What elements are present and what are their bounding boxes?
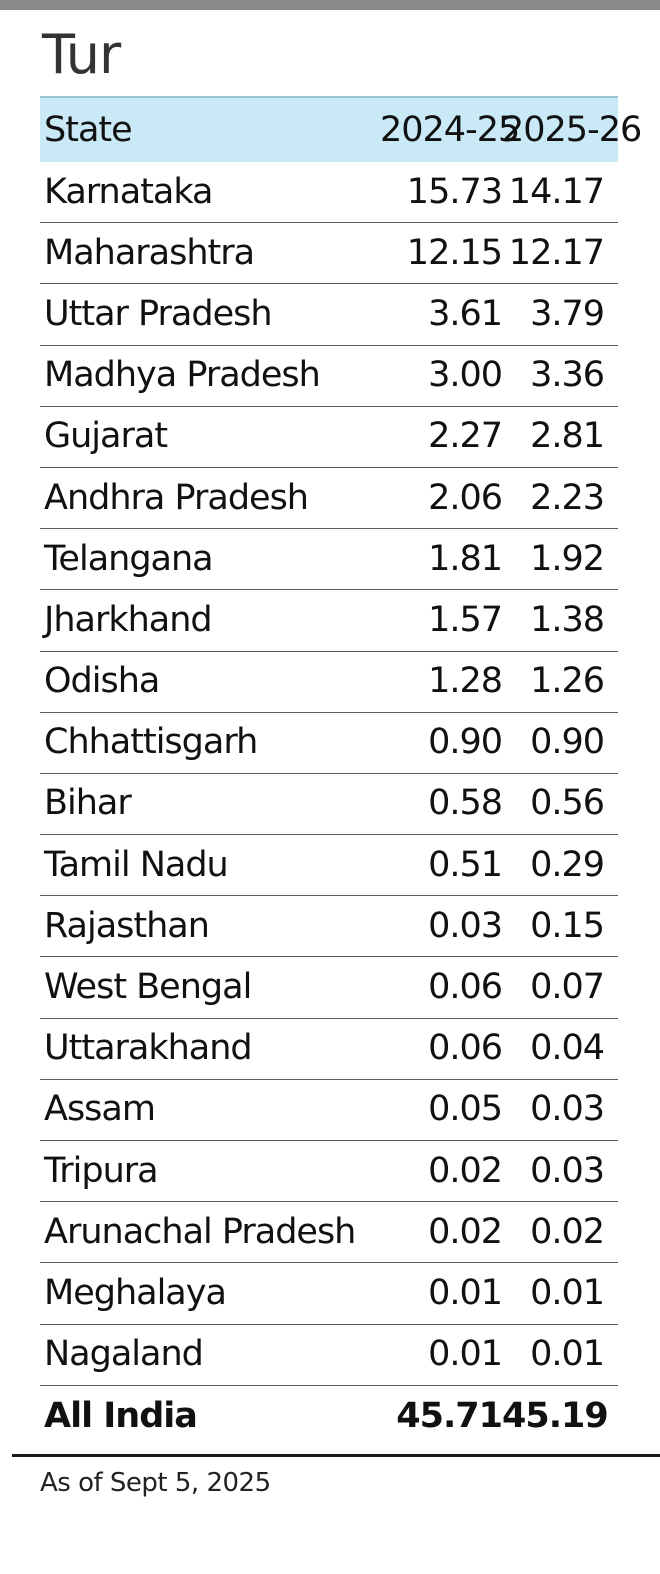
row-value-2025-26: 0.03	[530, 1150, 605, 1191]
top-accent-bar	[0, 0, 660, 10]
row-value-2025-26: 12.17	[508, 232, 605, 273]
row-value-2024-25: 15.73	[406, 171, 503, 212]
row-value-2024-25: 0.01	[428, 1272, 503, 1313]
table-row: Tamil Nadu 0.51 0.29	[40, 835, 618, 897]
row-state: Andhra Pradesh	[44, 477, 309, 518]
row-state: Telangana	[44, 538, 214, 579]
header-2024-25: 2024-25	[380, 109, 520, 150]
table-row: Meghalaya 0.01 0.01	[40, 1263, 618, 1325]
row-value-2025-26: 1.26	[530, 661, 605, 702]
row-state: Uttarakhand	[44, 1028, 253, 1069]
table-row: Madhya Pradesh 3.00 3.36	[40, 346, 618, 407]
row-state: Tamil Nadu	[44, 844, 229, 885]
bottom-rule	[12, 1454, 660, 1457]
row-value-2024-25: 1.57	[428, 599, 503, 640]
table-row: West Bengal 0.06 0.07	[40, 957, 618, 1019]
row-state: Assam	[44, 1089, 156, 1130]
row-value-2025-26: 0.56	[530, 783, 605, 824]
row-state: Nagaland	[44, 1334, 204, 1375]
row-value-2025-26: 0.01	[530, 1272, 605, 1313]
total-2024-25: 45.71	[396, 1396, 503, 1437]
row-value-2024-25: 3.61	[428, 293, 503, 334]
row-value-2024-25: 0.51	[428, 844, 503, 885]
row-value-2024-25: 2.06	[428, 477, 503, 518]
row-value-2025-26: 3.79	[530, 293, 605, 334]
row-state: Maharashtra	[44, 232, 255, 273]
row-value-2024-25: 0.02	[428, 1150, 503, 1191]
row-value-2025-26: 1.92	[530, 538, 605, 579]
table-header-row: State 2024-25 2025-26	[40, 96, 642, 162]
row-value-2025-26: 3.36	[530, 355, 605, 396]
row-value-2024-25: 0.05	[428, 1089, 503, 1130]
row-state: Chhattisgarh	[44, 722, 258, 763]
row-value-2024-25: 0.02	[428, 1211, 503, 1252]
row-value-2025-26: 0.03	[530, 1089, 605, 1130]
table-row: Chhattisgarh 0.90 0.90	[40, 713, 618, 774]
table-row: Nagaland 0.01 0.01	[40, 1325, 618, 1386]
table-row: Assam 0.05 0.03	[40, 1080, 618, 1141]
table-row: Andhra Pradesh 2.06 2.23	[40, 468, 618, 530]
table-body: Karnataka 15.73 14.17 Maharashtra 12.15 12.17…	[40, 162, 618, 1386]
row-value-2025-26: 2.81	[530, 416, 605, 457]
table-row: Arunachal Pradesh 0.02 0.02	[40, 1202, 618, 1264]
total-2025-26: 45.19	[502, 1396, 609, 1437]
footnote: As of Sept 5, 2025	[40, 1468, 271, 1498]
row-state: Bihar	[44, 783, 132, 824]
row-value-2024-25: 0.06	[428, 967, 503, 1008]
row-value-2025-26: 1.38	[530, 599, 605, 640]
row-value-2024-25: 0.03	[428, 905, 503, 946]
table-row: Uttar Pradesh 3.61 3.79	[40, 284, 618, 346]
row-value-2024-25: 0.01	[428, 1334, 503, 1375]
row-value-2024-25: 3.00	[428, 355, 503, 396]
table-row: Jharkhand 1.57 1.38	[40, 590, 618, 652]
row-value-2025-26: 2.23	[530, 477, 605, 518]
row-value-2025-26: 0.29	[530, 844, 605, 885]
table-row: Uttarakhand 0.06 0.04	[40, 1019, 618, 1080]
table-row: Tripura 0.02 0.03	[40, 1141, 618, 1203]
row-state: Jharkhand	[44, 599, 213, 640]
row-state: Karnataka	[44, 171, 213, 212]
row-value-2025-26: 0.90	[530, 722, 605, 763]
row-state: Arunachal Pradesh	[44, 1211, 356, 1252]
table-row: Odisha 1.28 1.26	[40, 652, 618, 713]
header-2025-26: 2025-26	[502, 109, 642, 150]
table-title: Tur	[42, 23, 121, 86]
table-row: Rajasthan 0.03 0.15	[40, 896, 618, 958]
table-row: Gujarat 2.27 2.81	[40, 407, 618, 468]
row-value-2025-26: 14.17	[508, 171, 605, 212]
table-row: Maharashtra 12.15 12.17	[40, 223, 618, 285]
row-state: Uttar Pradesh	[44, 293, 273, 334]
row-state: West Bengal	[44, 967, 252, 1008]
row-value-2025-26: 0.15	[530, 905, 605, 946]
row-state: Madhya Pradesh	[44, 355, 321, 396]
row-value-2025-26: 0.02	[530, 1211, 605, 1252]
row-value-2024-25: 0.90	[428, 722, 503, 763]
row-value-2024-25: 1.28	[428, 661, 503, 702]
row-state: Tripura	[44, 1150, 159, 1191]
row-state: Rajasthan	[44, 905, 210, 946]
table-row: Bihar 0.58 0.56	[40, 774, 618, 836]
table-row: Telangana 1.81 1.92	[40, 529, 618, 591]
header-state: State	[44, 109, 133, 150]
row-state: Gujarat	[44, 416, 168, 457]
row-value-2025-26: 0.04	[530, 1028, 605, 1069]
total-label: All India	[44, 1396, 198, 1437]
table-row: Karnataka 15.73 14.17	[40, 162, 618, 224]
row-value-2024-25: 1.81	[428, 538, 503, 579]
total-row: All India 45.71 45.19	[40, 1386, 618, 1448]
row-value-2024-25: 2.27	[428, 416, 503, 457]
row-value-2024-25: 12.15	[406, 232, 503, 273]
row-state: Meghalaya	[44, 1272, 227, 1313]
data-table: State 2024-25 2025-26 Karnataka 15.73 14.1…	[40, 96, 642, 1448]
row-state: Odisha	[44, 661, 160, 702]
row-value-2025-26: 0.07	[530, 967, 605, 1008]
row-value-2024-25: 0.06	[428, 1028, 503, 1069]
row-value-2024-25: 0.58	[428, 783, 503, 824]
row-value-2025-26: 0.01	[530, 1334, 605, 1375]
